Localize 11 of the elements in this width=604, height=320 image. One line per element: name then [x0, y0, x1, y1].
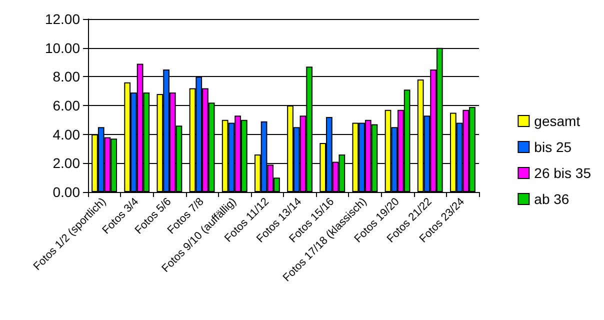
y-tick-label: 8.00 — [52, 68, 80, 85]
y-tick-label: 4.00 — [52, 126, 80, 142]
legend-label: gesamt — [534, 113, 580, 129]
y-tick-label: 0.00 — [52, 184, 80, 200]
y-tick-label: 12.00 — [44, 11, 80, 27]
y-tick-label: 6.00 — [52, 98, 80, 114]
y-tick-label: 2.00 — [52, 155, 80, 172]
legend-label: bis 25 — [534, 139, 572, 155]
y-tick-label: 10.00 — [44, 40, 80, 56]
legend-label: 26 bis 35 — [534, 165, 592, 181]
legend-label: ab 36 — [534, 191, 570, 207]
